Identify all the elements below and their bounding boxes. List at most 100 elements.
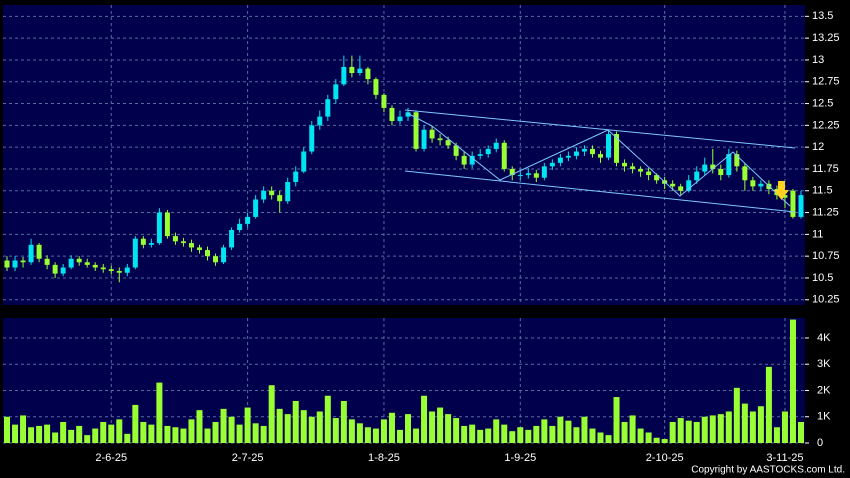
volume-bar xyxy=(332,418,339,443)
candle-body xyxy=(52,264,58,274)
volume-bar xyxy=(701,416,708,443)
volume-bar xyxy=(533,425,540,443)
candle-body xyxy=(357,68,363,74)
candle-body xyxy=(606,134,612,158)
candle-body xyxy=(557,157,563,163)
candle-body xyxy=(413,112,419,149)
candle-body xyxy=(670,183,676,187)
candle-body xyxy=(140,238,146,245)
volume-bar xyxy=(517,427,524,443)
candle-body xyxy=(589,148,595,155)
volume-bar xyxy=(581,416,588,443)
candle-body xyxy=(188,243,194,248)
y-tick-label: 13.5 xyxy=(812,10,833,22)
volume-bar xyxy=(140,421,147,443)
candle-body xyxy=(517,175,523,177)
y-tick-label: 0 xyxy=(817,437,823,449)
volume-bar xyxy=(621,421,628,443)
volume-bar xyxy=(509,431,516,443)
candle-body xyxy=(389,107,395,121)
volume-bar xyxy=(12,424,19,443)
volume-bar xyxy=(276,408,283,443)
volume-bar xyxy=(717,414,724,443)
volume-bar xyxy=(204,428,211,443)
volume-bar xyxy=(597,432,604,443)
candle-body xyxy=(453,145,459,156)
x-tick-label: 1-8-25 xyxy=(368,452,400,464)
volume-bar xyxy=(469,424,476,443)
x-tick-label: 1-9-25 xyxy=(504,452,536,464)
volume-bar xyxy=(284,414,291,443)
copyright: Copyright by AASTOCKS.com Ltd. xyxy=(691,465,845,476)
candle-body xyxy=(718,168,724,176)
volume-bar xyxy=(669,421,676,443)
x-tick-label: 2-7-25 xyxy=(232,452,264,464)
candle-body xyxy=(44,258,50,265)
candle-body xyxy=(509,168,515,176)
volume-bar xyxy=(421,395,428,443)
volume-bar xyxy=(372,428,379,443)
volume-bar xyxy=(749,411,756,443)
x-tick-label: 2-10-25 xyxy=(646,452,684,464)
y-tick-label: 12.5 xyxy=(812,97,833,109)
candle-body xyxy=(20,260,26,263)
volume-bar xyxy=(292,400,299,443)
volume-bar xyxy=(76,425,83,443)
zigzag xyxy=(406,112,791,207)
volume-bar xyxy=(565,420,572,443)
volume-bar xyxy=(164,425,171,443)
candle-body xyxy=(702,164,708,172)
volume-bar xyxy=(220,408,227,443)
candle-body xyxy=(205,250,211,257)
volume-bar xyxy=(789,319,796,443)
candle-body xyxy=(245,216,251,224)
candle-body xyxy=(12,260,18,268)
volume-bar xyxy=(461,425,468,443)
candle-body xyxy=(437,138,443,141)
candle-body xyxy=(541,166,547,178)
volume-bar xyxy=(324,395,331,443)
candle-body xyxy=(694,171,700,181)
candle-body xyxy=(108,269,114,271)
y-tick-label: 4K xyxy=(817,332,831,344)
volume-bar xyxy=(300,410,307,443)
volume-bar xyxy=(629,415,636,443)
volume-bar xyxy=(180,428,187,443)
candle-body xyxy=(68,258,74,268)
candle-body xyxy=(60,267,66,274)
candle-body xyxy=(261,190,267,200)
candle-body xyxy=(429,129,435,139)
volume-bar xyxy=(84,435,91,443)
volume-bar xyxy=(308,416,315,443)
volume-bar xyxy=(677,418,684,443)
volume-bar xyxy=(733,387,740,443)
volume-bar xyxy=(501,424,508,443)
x-tick-label: 2-6-25 xyxy=(95,452,127,464)
y-tick-label: 2K xyxy=(817,384,831,396)
volume-bar xyxy=(52,432,59,443)
y-tick-label: 10.25 xyxy=(812,294,840,306)
candle-body xyxy=(237,223,243,230)
candle-body xyxy=(349,66,355,74)
volume-bar xyxy=(485,428,492,443)
candle-body xyxy=(269,190,275,196)
candle-body xyxy=(678,186,684,191)
y-tick-label: 12 xyxy=(812,141,824,153)
candle-body xyxy=(285,182,291,202)
candle-body xyxy=(28,244,34,263)
signal-arrow xyxy=(774,181,789,200)
candle-body xyxy=(373,79,379,95)
y-tick-label: 11.75 xyxy=(812,163,839,175)
candle-body xyxy=(573,151,579,156)
volume-bar xyxy=(116,419,123,443)
volume-bar xyxy=(108,424,115,443)
volume-bar xyxy=(28,427,35,443)
candle-body xyxy=(549,162,555,167)
candle-body xyxy=(124,267,130,273)
volume-bar xyxy=(92,428,99,443)
candle-body xyxy=(309,125,315,152)
volume-bar xyxy=(661,439,668,443)
candle-body xyxy=(726,154,732,176)
candle-body xyxy=(196,247,202,251)
volume-bar xyxy=(765,366,772,443)
